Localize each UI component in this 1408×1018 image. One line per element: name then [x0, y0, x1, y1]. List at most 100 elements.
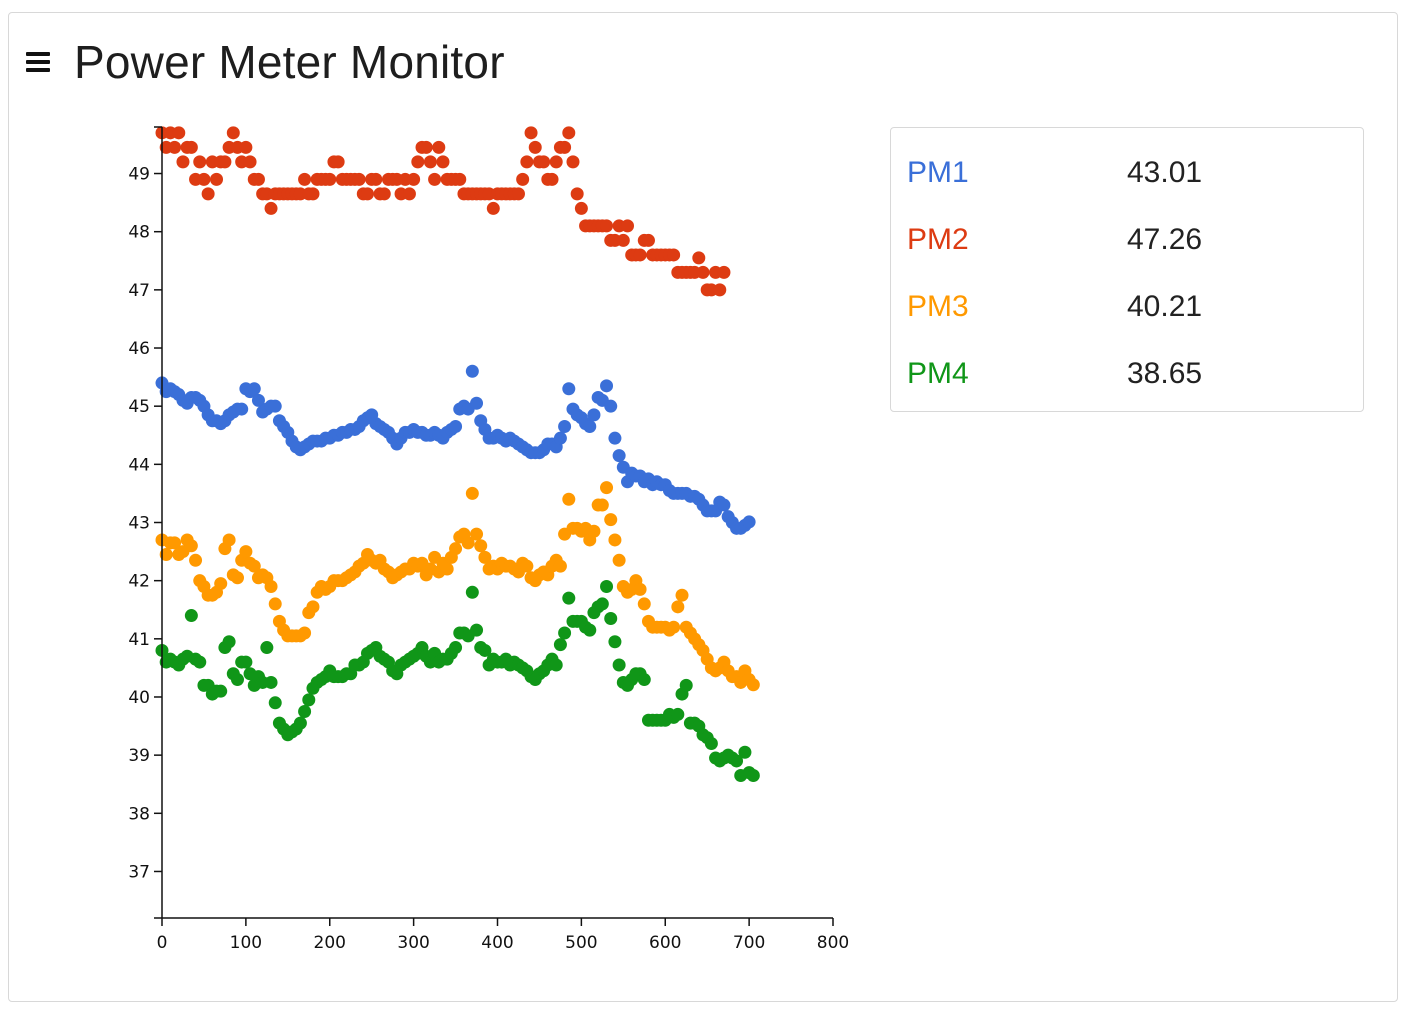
data-point-pm2 — [516, 172, 530, 186]
data-point-pm3 — [247, 559, 261, 573]
data-point-pm4 — [239, 655, 253, 669]
data-point-pm2 — [549, 155, 563, 169]
legend-panel: PM1 43.01 PM2 47.26 PM3 40.21 PM4 38.65 — [890, 127, 1364, 412]
data-point-pm4 — [600, 579, 614, 593]
data-point-pm3 — [478, 550, 492, 564]
data-point-pm2 — [641, 233, 655, 247]
data-point-pm1 — [604, 399, 618, 413]
data-point-pm1 — [553, 431, 567, 445]
data-point-pm4 — [679, 678, 693, 692]
y-tick-label: 37 — [128, 862, 150, 882]
data-point-pm1 — [558, 420, 572, 434]
data-point-pm3 — [268, 597, 282, 611]
data-point-pm2 — [298, 172, 312, 186]
data-point-pm4 — [184, 609, 198, 623]
hamburger-menu-icon[interactable] — [26, 52, 50, 72]
data-point-pm2 — [692, 251, 706, 265]
data-point-pm2 — [264, 201, 278, 215]
data-point-pm2 — [696, 265, 710, 279]
page-title: Power Meter Monitor — [74, 36, 505, 88]
data-point-pm4 — [465, 585, 479, 599]
data-point-pm2 — [239, 140, 253, 154]
data-point-pm2 — [218, 155, 232, 169]
data-point-pm3 — [612, 553, 626, 567]
data-point-pm2 — [713, 283, 727, 297]
power-scatter-chart: 37 38 39 40 41 42 43 44 45 46 47 48 49 0 100 200 300 400… — [128, 126, 849, 953]
data-point-pm3 — [264, 579, 278, 593]
data-point-pm2 — [193, 155, 207, 169]
data-point-pm2 — [402, 187, 416, 201]
data-point-pm4 — [470, 623, 484, 637]
data-point-pm3 — [671, 600, 685, 614]
data-point-pm4 — [604, 611, 618, 625]
y-axis: 37 38 39 40 41 42 43 44 45 46 47 48 49 — [128, 126, 163, 918]
data-point-pm3 — [600, 481, 614, 495]
data-point-pm3 — [449, 542, 463, 556]
data-point-pm4 — [449, 641, 463, 655]
x-tick-label: 700 — [733, 933, 765, 953]
data-point-pm1 — [235, 402, 249, 416]
y-tick-label: 38 — [128, 804, 150, 824]
x-axis: 0 100 200 300 400 500 600 700 800 — [154, 917, 849, 953]
legend-name-pm2: PM2 — [907, 223, 969, 256]
data-point-pm4 — [671, 707, 685, 721]
data-point-pm2 — [717, 265, 731, 279]
data-point-pm4 — [549, 658, 563, 672]
data-point-pm4 — [478, 643, 492, 657]
series-pm3 — [155, 481, 760, 692]
data-point-pm4 — [612, 658, 626, 672]
legend-value-pm1: 43.01 — [1127, 156, 1203, 189]
data-point-pm3 — [520, 559, 534, 573]
legend-row-pm1: PM1 43.01 — [907, 153, 1202, 193]
data-point-pm4 — [608, 635, 622, 649]
data-point-pm4 — [746, 769, 760, 783]
data-point-pm3 — [474, 539, 488, 553]
data-point-pm2 — [570, 187, 584, 201]
data-point-pm4 — [214, 684, 228, 698]
data-point-pm2 — [667, 248, 681, 262]
data-point-pm4 — [738, 745, 752, 759]
data-point-pm2 — [369, 172, 383, 186]
legend-row-pm2: PM2 47.26 — [907, 220, 1202, 260]
data-point-pm2 — [621, 219, 635, 233]
y-tick-label: 47 — [128, 281, 150, 301]
data-point-pm3 — [465, 486, 479, 500]
data-point-pm2 — [616, 233, 630, 247]
data-point-pm1 — [717, 498, 731, 512]
data-point-pm2 — [432, 140, 446, 154]
legend-name-pm1: PM1 — [907, 156, 969, 189]
x-tick-label: 400 — [481, 933, 513, 953]
data-point-pm4 — [562, 591, 576, 605]
data-point-pm2 — [520, 155, 534, 169]
data-point-pm4 — [293, 716, 307, 730]
data-point-pm1 — [587, 408, 601, 422]
data-point-pm2 — [486, 201, 500, 215]
data-point-pm3 — [214, 577, 228, 591]
data-point-pm3 — [604, 513, 618, 527]
data-point-pm3 — [562, 492, 576, 506]
y-tick-label: 43 — [128, 514, 150, 534]
data-point-pm4 — [730, 754, 744, 768]
legend-name-pm4: PM4 — [907, 357, 969, 390]
legend-value-pm3: 40.21 — [1127, 290, 1203, 323]
y-tick-label: 40 — [128, 688, 150, 708]
data-point-pm3 — [159, 547, 173, 561]
data-point-pm2 — [210, 172, 224, 186]
data-point-pm3 — [168, 536, 182, 550]
data-point-pm2 — [423, 155, 437, 169]
data-point-pm3 — [306, 600, 320, 614]
data-point-pm4 — [268, 696, 282, 710]
data-point-pm4 — [230, 673, 244, 687]
data-point-pm3 — [298, 626, 312, 640]
data-point-pm1 — [465, 364, 479, 378]
data-point-pm2 — [243, 155, 257, 169]
data-point-pm2 — [566, 155, 580, 169]
data-point-pm3 — [222, 533, 236, 547]
data-point-pm3 — [667, 620, 681, 634]
data-point-pm1 — [612, 449, 626, 463]
data-point-pm1 — [251, 393, 265, 407]
data-point-pm3 — [440, 562, 454, 576]
series-pm4 — [155, 579, 760, 783]
legend-row-pm3: PM3 40.21 — [907, 287, 1202, 327]
data-point-pm2 — [172, 126, 186, 140]
